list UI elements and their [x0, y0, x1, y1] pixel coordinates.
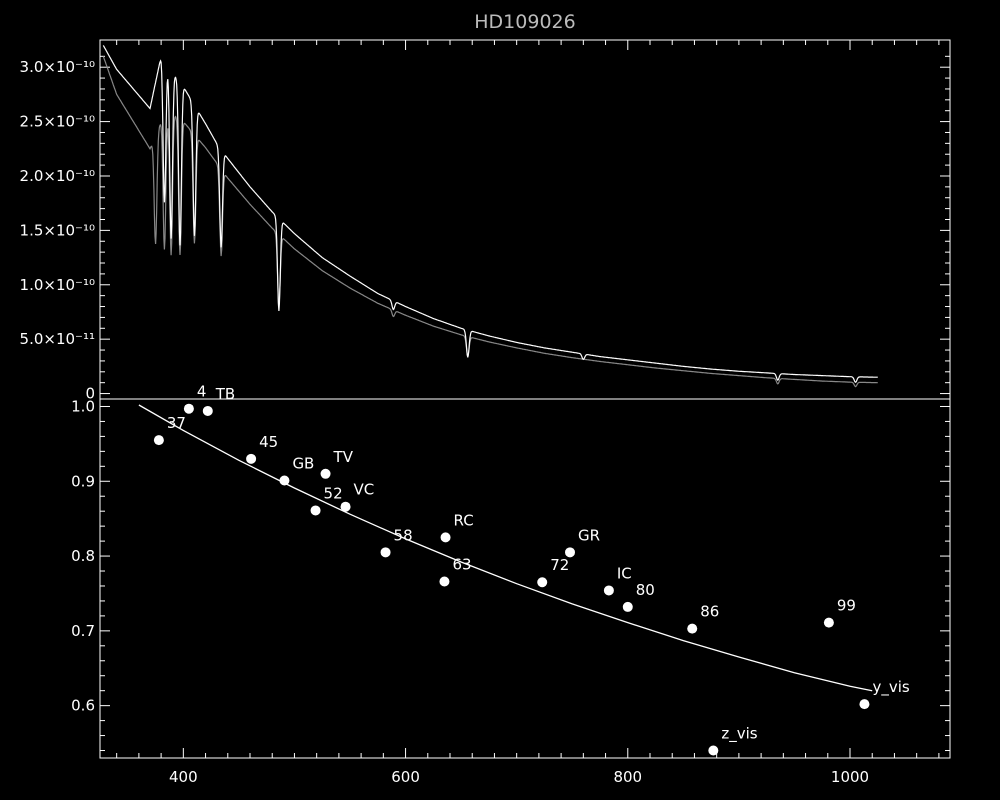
data-point — [183, 403, 194, 414]
data-point — [153, 435, 164, 446]
point-label: GR — [578, 526, 600, 544]
x-axis: 400 600 800 1000 — [116, 40, 940, 786]
data-point — [859, 699, 870, 710]
data-point — [823, 617, 834, 628]
data-point — [310, 505, 321, 516]
upper-y-axis: 0 5.0×10⁻¹¹ 1.0×10⁻¹⁰ 1.5×10⁻¹⁰ 2.0×10⁻¹⁰ 2.5… — [20, 55, 950, 403]
data-point — [603, 585, 614, 596]
data-point — [246, 453, 257, 464]
point-label: z_vis — [721, 725, 757, 744]
lower-y-tick-label: 1.0 — [71, 397, 95, 415]
data-point — [439, 576, 450, 587]
point-label: 58 — [394, 526, 413, 544]
point-label: 4 — [197, 383, 207, 401]
lower-plot-frame — [99, 398, 951, 759]
data-point — [708, 745, 719, 756]
point-label: RC — [454, 511, 474, 529]
upper-y-tick-label: 5.0×10⁻¹¹ — [20, 330, 95, 348]
data-point — [340, 501, 351, 512]
point-label: 72 — [550, 556, 569, 574]
fit-curve — [138, 404, 873, 692]
data-point — [279, 475, 290, 486]
upper-y-tick-label: 2.0×10⁻¹⁰ — [20, 167, 95, 185]
lower-y-axis: 0.6 0.7 0.8 0.9 1.0 — [71, 397, 950, 752]
upper-y-tick-label: 1.5×10⁻¹⁰ — [20, 221, 95, 239]
upper-y-tick-label: 2.5×10⁻¹⁰ — [20, 113, 95, 131]
spectrum-line — [102, 56, 878, 388]
x-tick-label: 800 — [613, 768, 642, 786]
upper-plot-frame — [99, 39, 951, 400]
upper-panel: 0 5.0×10⁻¹¹ 1.0×10⁻¹⁰ 1.5×10⁻¹⁰ 2.0×10⁻¹⁰ 2.5… — [20, 39, 951, 403]
upper-y-tick-label: 0 — [85, 385, 95, 403]
data-point — [622, 601, 633, 612]
point-label: 63 — [452, 555, 471, 573]
point-label: TB — [215, 385, 235, 403]
x-tick-label: 600 — [391, 768, 420, 786]
data-point — [202, 405, 213, 416]
lower-y-tick-label: 0.7 — [71, 622, 95, 640]
point-label: y_vis — [872, 678, 909, 697]
point-label: 37 — [167, 414, 186, 432]
point-label: 80 — [636, 581, 655, 599]
upper-y-tick-label: 3.0×10⁻¹⁰ — [20, 58, 95, 76]
point-label: 86 — [700, 603, 719, 621]
point-label: 99 — [837, 597, 856, 615]
point-label: 45 — [259, 433, 278, 451]
upper-y-tick-label: 1.0×10⁻¹⁰ — [20, 276, 95, 294]
spectrum-line — [102, 45, 878, 383]
point-label: IC — [617, 564, 632, 582]
data-point — [687, 623, 698, 634]
data-point — [380, 547, 391, 558]
spectrum-series — [102, 45, 878, 388]
data-point — [440, 532, 451, 543]
data-point — [320, 468, 331, 479]
lower-y-tick-label: 0.6 — [71, 697, 95, 715]
x-tick-label: 1000 — [831, 768, 869, 786]
x-tick-label: 400 — [169, 768, 198, 786]
lower-y-tick-label: 0.8 — [71, 547, 95, 565]
point-label: GB — [292, 455, 314, 473]
point-label: 52 — [324, 484, 343, 502]
point-label: VC — [354, 481, 375, 499]
data-point — [565, 547, 575, 558]
data-point — [537, 577, 548, 588]
fit-curve-group — [138, 404, 873, 692]
lower-y-tick-label: 0.9 — [71, 472, 95, 490]
point-label: TV — [333, 448, 354, 466]
chart-title: HD109026 — [474, 11, 575, 33]
